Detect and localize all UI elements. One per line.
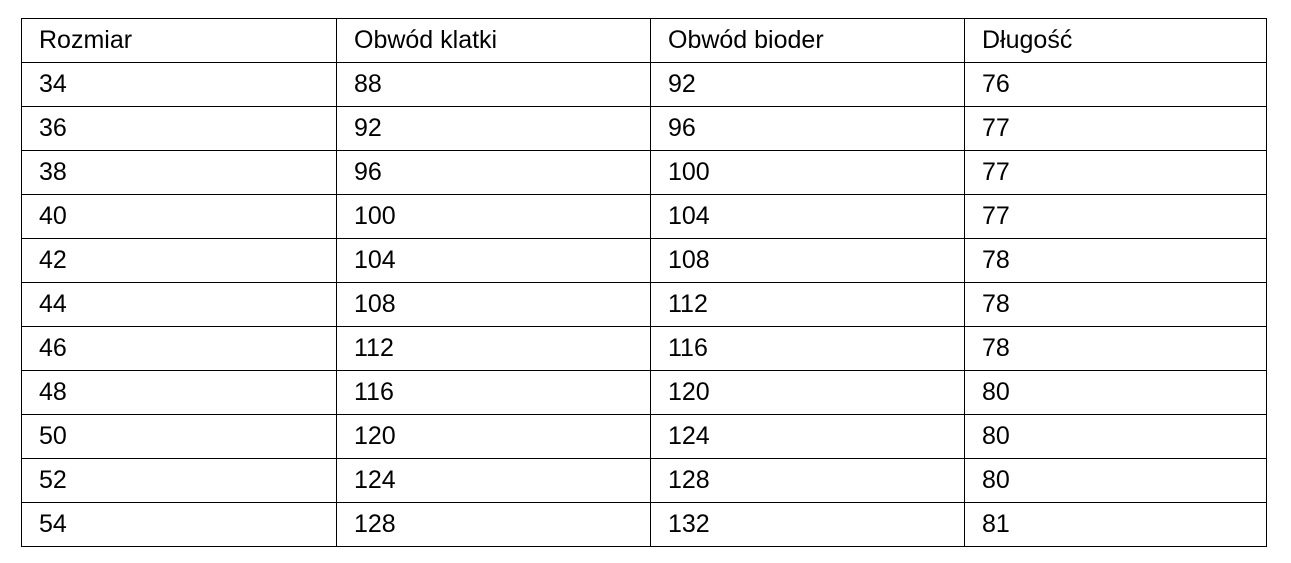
column-header: Obwód klatki <box>336 18 651 63</box>
size-table: Rozmiar Obwód klatki Obwód bioder Długość 34… <box>21 18 1267 547</box>
table-cell: 52 <box>21 458 337 503</box>
table-cell: 80 <box>964 370 1267 415</box>
table-cell: 112 <box>336 326 651 371</box>
table-cell: 78 <box>964 326 1267 371</box>
table-cell: 128 <box>650 458 965 503</box>
table-cell: 100 <box>336 194 651 239</box>
table-cell: 96 <box>650 106 965 151</box>
table-row: 40 100 104 77 <box>21 194 1267 239</box>
table-row: 50 120 124 80 <box>21 414 1267 459</box>
table-cell: 120 <box>336 414 651 459</box>
table-cell: 80 <box>964 458 1267 503</box>
table-cell: 116 <box>650 326 965 371</box>
table-cell: 44 <box>21 282 337 327</box>
table-cell: 38 <box>21 150 337 195</box>
table-row: 44 108 112 78 <box>21 282 1267 327</box>
table-cell: 100 <box>650 150 965 195</box>
table-cell: 48 <box>21 370 337 415</box>
table-cell: 120 <box>650 370 965 415</box>
column-header: Rozmiar <box>21 18 337 63</box>
table-cell: 78 <box>964 238 1267 283</box>
column-header: Długość <box>964 18 1267 63</box>
table-cell: 108 <box>336 282 651 327</box>
column-header: Obwód bioder <box>650 18 965 63</box>
table-cell: 76 <box>964 62 1267 107</box>
table-cell: 42 <box>21 238 337 283</box>
table-cell: 50 <box>21 414 337 459</box>
table-cell: 116 <box>336 370 651 415</box>
table-cell: 92 <box>336 106 651 151</box>
table-cell: 104 <box>650 194 965 239</box>
header-row: Rozmiar Obwód klatki Obwód bioder Długość <box>21 18 1267 63</box>
table-cell: 77 <box>964 150 1267 195</box>
table-cell: 104 <box>336 238 651 283</box>
table-row: 38 96 100 77 <box>21 150 1267 195</box>
table-cell: 88 <box>336 62 651 107</box>
table-row: 54 128 132 81 <box>21 502 1267 547</box>
table-cell: 77 <box>964 194 1267 239</box>
table-cell: 124 <box>650 414 965 459</box>
table-row: 42 104 108 78 <box>21 238 1267 283</box>
table-row: 52 124 128 80 <box>21 458 1267 503</box>
table-cell: 34 <box>21 62 337 107</box>
table-cell: 92 <box>650 62 965 107</box>
table-cell: 77 <box>964 106 1267 151</box>
table-cell: 124 <box>336 458 651 503</box>
table-row: 48 116 120 80 <box>21 370 1267 415</box>
table-cell: 54 <box>21 502 337 547</box>
table-cell: 80 <box>964 414 1267 459</box>
table-cell: 128 <box>336 502 651 547</box>
table-cell: 112 <box>650 282 965 327</box>
table-row: 36 92 96 77 <box>21 106 1267 151</box>
table-cell: 81 <box>964 502 1267 547</box>
table-cell: 96 <box>336 150 651 195</box>
table-cell: 46 <box>21 326 337 371</box>
table-cell: 78 <box>964 282 1267 327</box>
table-row: 34 88 92 76 <box>21 62 1267 107</box>
table-row: 46 112 116 78 <box>21 326 1267 371</box>
table-cell: 36 <box>21 106 337 151</box>
table-cell: 108 <box>650 238 965 283</box>
table-cell: 40 <box>21 194 337 239</box>
table-cell: 132 <box>650 502 965 547</box>
